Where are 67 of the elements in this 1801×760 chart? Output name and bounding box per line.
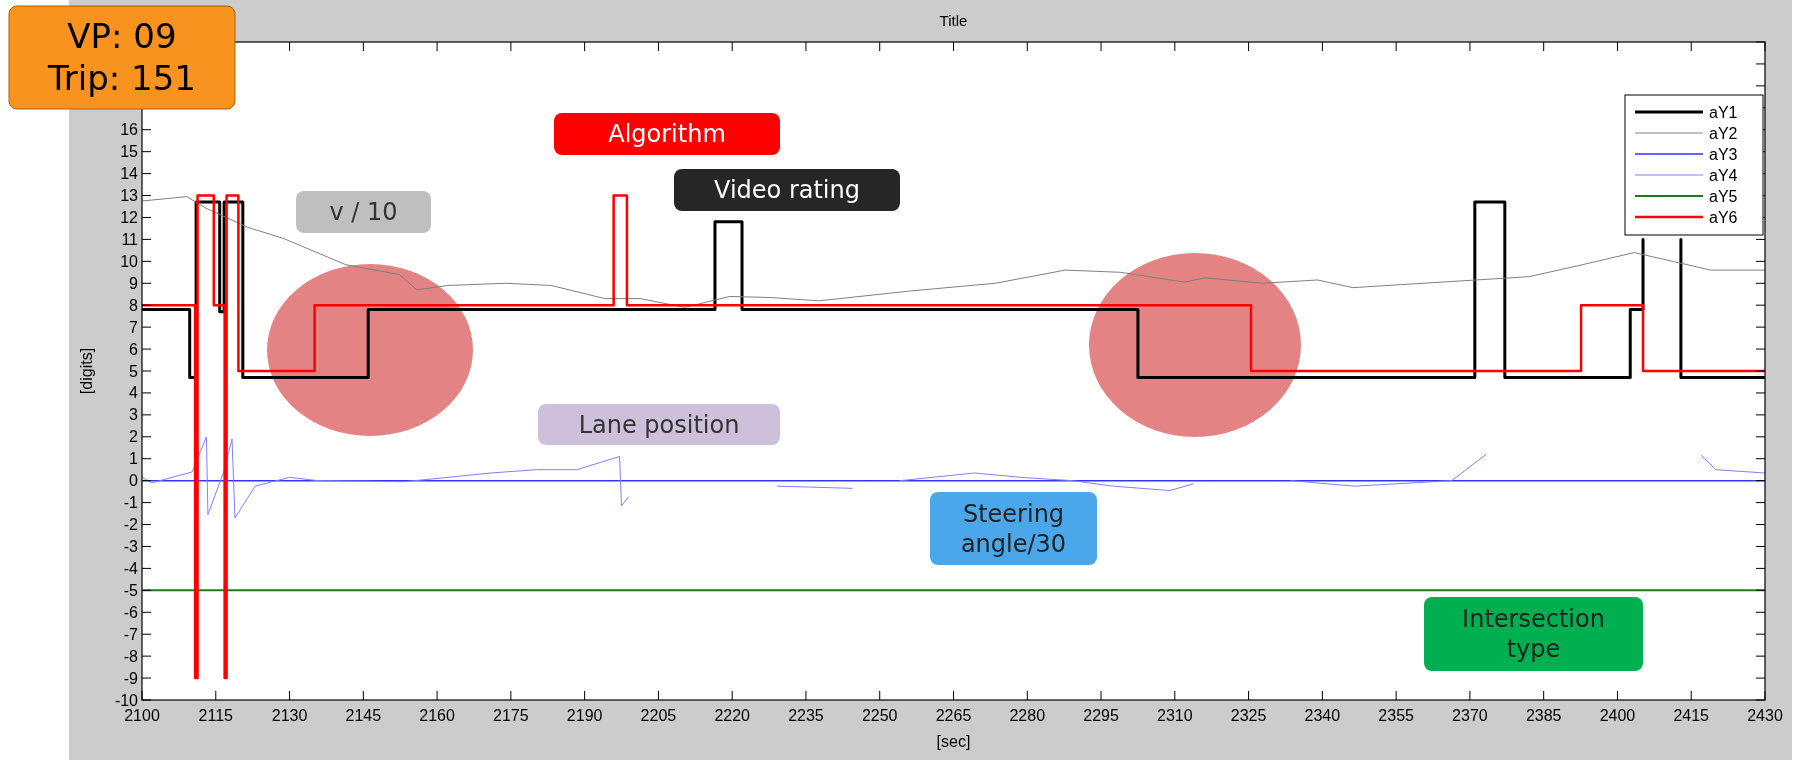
y-tick-label: -4 xyxy=(123,559,139,577)
chart-title: Title xyxy=(939,12,968,29)
x-tick-label: 2175 xyxy=(493,707,529,724)
annotation: Intersection type xyxy=(1462,605,1605,664)
y-tick-label: 6 xyxy=(129,340,139,358)
annotation: Steering angle/30 xyxy=(960,499,1067,558)
x-tick-label: 2385 xyxy=(1525,707,1562,724)
x-tick-label: 2355 xyxy=(1378,707,1415,724)
y-tick-label: 9 xyxy=(129,274,139,292)
x-tick-label: 2115 xyxy=(198,707,234,724)
y-tick-label: 4 xyxy=(129,384,139,402)
x-tick-label: 2265 xyxy=(935,707,972,724)
y-tick-label: 3 xyxy=(129,406,139,424)
x-tick-label: 2325 xyxy=(1230,707,1267,724)
annotation: VP: 09 xyxy=(67,16,177,57)
x-tick-label: 2400 xyxy=(1599,707,1636,724)
x-tick-label: 2190 xyxy=(566,707,603,724)
x-tick-label: 2415 xyxy=(1673,707,1710,724)
x-tick-label: 2370 xyxy=(1452,707,1488,724)
y-tick-label: 16 xyxy=(120,121,139,139)
annotation: Trip: 151 xyxy=(47,58,196,99)
x-tick-label: 2145 xyxy=(345,707,382,724)
y-tick-label: 2 xyxy=(129,428,139,446)
x-tick-label: 2220 xyxy=(714,707,751,724)
x-tick-label: 2430 xyxy=(1747,707,1783,724)
x-tick-label: 2310 xyxy=(1157,707,1193,724)
y-tick-label: 5 xyxy=(129,362,139,380)
y-tick-label: -7 xyxy=(123,625,139,643)
y-tick-label: 10 xyxy=(120,252,139,270)
y-axis-title: [digits] xyxy=(78,347,95,395)
annotation: Lane position xyxy=(578,410,740,439)
x-tick-label: 2235 xyxy=(788,707,824,724)
x-tick-label: 2340 xyxy=(1304,707,1341,724)
legend-label: aY4 xyxy=(1709,167,1738,184)
y-tick-label: 0 xyxy=(129,472,139,490)
y-tick-label: -6 xyxy=(123,603,139,621)
annotation: v / 10 xyxy=(329,198,398,227)
y-tick-label: 13 xyxy=(120,187,139,205)
y-tick-label: 14 xyxy=(120,165,139,183)
y-tick-label: -9 xyxy=(123,669,139,687)
annotation: Algorithm xyxy=(608,120,726,149)
annotation: Video rating xyxy=(714,176,860,205)
y-tick-label: -8 xyxy=(123,647,139,665)
legend-label: aY3 xyxy=(1709,146,1738,163)
y-tick-label: 7 xyxy=(129,318,139,336)
y-tick-label: -1 xyxy=(123,494,139,512)
y-tick-label: -5 xyxy=(123,581,139,599)
legend-label: aY6 xyxy=(1709,209,1738,226)
y-tick-label: 11 xyxy=(121,230,139,248)
x-tick-label: 2250 xyxy=(861,707,898,724)
x-tick-label: 2280 xyxy=(1009,707,1046,724)
x-tick-label: 2205 xyxy=(640,707,677,724)
y-tick-label: 15 xyxy=(120,143,139,161)
y-tick-label: 8 xyxy=(129,296,139,314)
x-axis-title: [sec] xyxy=(936,733,971,750)
y-tick-label: -2 xyxy=(123,516,139,534)
legend-label: aY5 xyxy=(1709,188,1738,205)
x-tick-label: 2295 xyxy=(1083,707,1119,724)
y-tick-label: 1 xyxy=(129,450,139,468)
y-tick-label: 12 xyxy=(120,208,139,226)
x-tick-label: 2100 xyxy=(124,707,160,724)
x-tick-label: 2130 xyxy=(271,707,308,724)
y-tick-label: -10 xyxy=(114,691,139,709)
x-tick-label: 2160 xyxy=(419,707,455,724)
y-tick-label: -3 xyxy=(123,537,139,555)
legend-label: aY2 xyxy=(1709,125,1738,142)
legend-label: aY1 xyxy=(1709,104,1738,121)
